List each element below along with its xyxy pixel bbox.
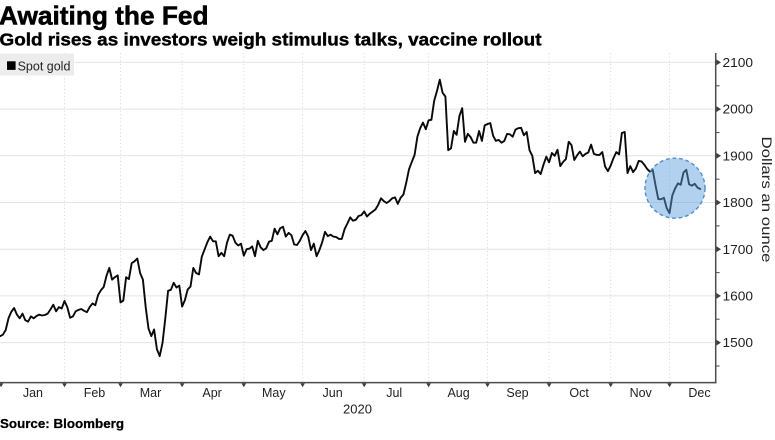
svg-text:Awaiting the Fed: Awaiting the Fed: [0, 0, 209, 30]
svg-text:Jun: Jun: [323, 386, 343, 400]
svg-text:Gold rises as investors weigh: Gold rises as investors weigh stimulus t…: [0, 30, 542, 50]
svg-text:1500: 1500: [723, 335, 754, 350]
svg-text:Mar: Mar: [140, 386, 162, 400]
svg-text:Jan: Jan: [23, 386, 43, 400]
svg-text:Source: Bloomberg: Source: Bloomberg: [0, 417, 124, 431]
svg-text:May: May: [262, 386, 286, 400]
svg-text:Sep: Sep: [506, 386, 528, 400]
svg-text:Apr: Apr: [202, 386, 221, 400]
svg-text:1600: 1600: [723, 289, 754, 304]
svg-text:1800: 1800: [723, 195, 754, 210]
svg-text:Feb: Feb: [84, 386, 106, 400]
svg-text:Dec: Dec: [688, 386, 710, 400]
svg-text:Dollars an ounce: Dollars an ounce: [759, 137, 775, 263]
svg-text:Spot gold: Spot gold: [18, 59, 71, 73]
svg-text:2100: 2100: [723, 55, 754, 70]
svg-text:2020: 2020: [343, 401, 372, 416]
svg-text:Aug: Aug: [447, 386, 469, 400]
svg-text:Oct: Oct: [569, 386, 589, 400]
svg-text:1700: 1700: [723, 242, 754, 257]
svg-text:2000: 2000: [723, 102, 754, 117]
svg-text:Nov: Nov: [630, 386, 653, 400]
svg-text:Jul: Jul: [386, 386, 402, 400]
svg-text:1900: 1900: [723, 148, 754, 163]
